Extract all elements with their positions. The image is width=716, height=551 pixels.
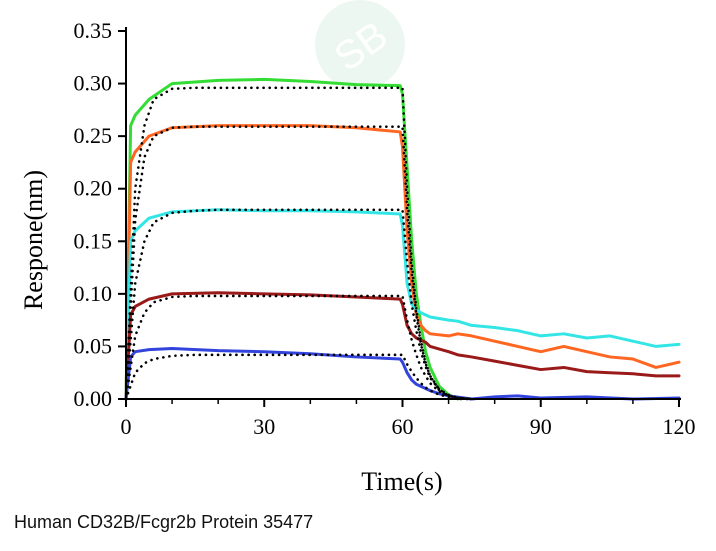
y-tick-label: 0.20 bbox=[74, 176, 113, 201]
response-curve-3 bbox=[124, 291, 681, 401]
sensorgram-plot: SB 0 30 60 90 120 0.00 0.05 0.10 0.15 0.20 0.25 0.3… bbox=[19, 0, 696, 496]
series-layer bbox=[124, 77, 681, 401]
response-curve-0 bbox=[124, 77, 460, 401]
binding-kinetics-chart: SB 0 30 60 90 120 0.00 0.05 0.10 0.15 0.20 0.25 0.3… bbox=[19, 0, 696, 496]
x-tick-label: 90 bbox=[530, 414, 552, 439]
fit-curve-8 bbox=[124, 294, 473, 401]
y-tick-label: 0.00 bbox=[74, 386, 113, 411]
response-curve-4 bbox=[124, 347, 681, 401]
y-tick-label: 0.30 bbox=[74, 71, 113, 96]
y-axis-title: Respone(nm) bbox=[19, 170, 48, 310]
y-tick-label: 0.15 bbox=[74, 228, 113, 253]
fit-curve-7 bbox=[124, 208, 473, 401]
tick-labels: 0 30 60 90 120 0.00 0.05 0.10 0.15 0.20 0.25 0.30 0.… bbox=[74, 18, 696, 439]
x-axis-title: Time(s) bbox=[361, 467, 442, 496]
fit-curve-9 bbox=[124, 353, 473, 401]
figure-caption: Human CD32B/Fcgr2b Protein 35477 bbox=[14, 512, 314, 532]
y-tick-label: 0.10 bbox=[74, 281, 113, 306]
watermark-logo: SB bbox=[315, 0, 405, 90]
x-tick-label: 0 bbox=[121, 414, 132, 439]
x-tick-label: 60 bbox=[392, 414, 414, 439]
response-curve-1 bbox=[124, 124, 681, 401]
axes bbox=[118, 27, 681, 407]
y-tick-label: 0.25 bbox=[74, 123, 113, 148]
y-tick-label: 0.35 bbox=[74, 18, 113, 43]
y-tick-label: 0.05 bbox=[74, 333, 113, 358]
x-tick-label: 30 bbox=[253, 414, 275, 439]
fit-curve-5 bbox=[124, 86, 473, 401]
fit-curve-6 bbox=[124, 125, 473, 401]
x-tick-label: 120 bbox=[663, 414, 696, 439]
